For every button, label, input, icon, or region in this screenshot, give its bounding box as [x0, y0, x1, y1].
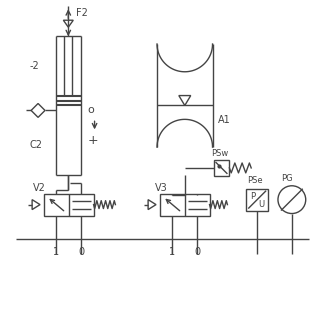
Text: -2: -2	[29, 61, 39, 71]
Text: V3: V3	[155, 183, 168, 193]
Text: F2: F2	[76, 8, 88, 18]
Bar	[246, 189, 268, 211]
Text: V2: V2	[33, 183, 46, 193]
Text: PSe: PSe	[247, 176, 263, 185]
Text: 0: 0	[78, 247, 84, 257]
Text: PSw: PSw	[212, 149, 229, 158]
Text: 1: 1	[53, 247, 60, 257]
Text: U: U	[258, 200, 264, 209]
Text: o: o	[88, 105, 94, 116]
Text: 0: 0	[194, 247, 200, 257]
Bar	[160, 194, 210, 215]
Bar	[213, 160, 229, 176]
Text: P: P	[251, 192, 256, 201]
Bar	[44, 194, 93, 215]
Text: A1: A1	[218, 115, 230, 125]
Text: +: +	[88, 134, 98, 147]
Text: C2: C2	[29, 140, 42, 150]
Text: PG: PG	[281, 174, 292, 183]
Text: 1: 1	[169, 247, 175, 257]
